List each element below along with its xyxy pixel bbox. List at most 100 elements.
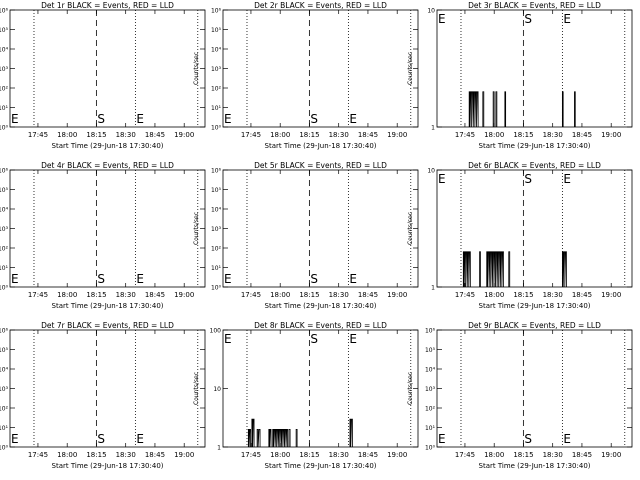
- y-tick-label: 10⁰: [0, 125, 9, 132]
- x-tick-label: 18:45: [572, 131, 592, 139]
- event-spike: [272, 428, 288, 448]
- x-tick-label: 18:45: [358, 131, 378, 139]
- x-axis-label: Start Time (29-Jun-18 17:30:40): [265, 462, 377, 470]
- event-spike: [247, 428, 251, 448]
- x-tick-label: 17:45: [241, 451, 261, 459]
- panel-title: Det 7r BLACK = Events, RED = LLD: [41, 321, 174, 330]
- event-spike: [462, 251, 471, 288]
- x-tick-label: 19:00: [174, 451, 194, 459]
- x-tick-label: 18:15: [513, 451, 533, 459]
- x-axis-label: Start Time (29-Jun-18 17:30:40): [479, 462, 591, 470]
- x-tick-label: 19:00: [601, 291, 621, 299]
- plot-frame: [9, 9, 206, 128]
- plot-frame: [436, 9, 633, 128]
- event-spike: [268, 428, 272, 448]
- y-tick-label: 10⁶: [0, 168, 9, 175]
- interval-marker-e: E: [11, 112, 19, 126]
- y-tick-label: 10⁰: [0, 445, 9, 452]
- detector-panel-3: Det 3r BLACK = Events, RED = LLD Counts/s…: [407, 1, 633, 150]
- interval-marker-e: E: [224, 272, 232, 286]
- interval-marker-e: E: [563, 432, 571, 446]
- x-axis-label: Start Time (29-Jun-18 17:30:40): [52, 302, 164, 310]
- plot-frame: [9, 329, 206, 448]
- panel-title: Det 2r BLACK = Events, RED = LLD: [254, 1, 387, 10]
- y-tick-label: 10⁵: [211, 187, 222, 194]
- y-tick-label: 10¹: [211, 105, 222, 112]
- x-tick-label: 18:15: [299, 291, 319, 299]
- y-tick-label: 100: [210, 328, 222, 335]
- x-tick-label: 18:15: [513, 131, 533, 139]
- x-axis-label: Start Time (29-Jun-18 17:30:40): [479, 302, 591, 310]
- x-tick-label: 18:00: [270, 291, 290, 299]
- x-tick-label: 18:30: [116, 131, 136, 139]
- x-tick-label: 18:00: [57, 131, 77, 139]
- x-axis-label: Start Time (29-Jun-18 17:30:40): [479, 142, 591, 150]
- y-tick-label: 10⁵: [211, 27, 222, 34]
- interval-marker-s: S: [310, 112, 318, 126]
- y-tick-label: 10²: [0, 86, 9, 93]
- x-tick-label: 18:30: [329, 291, 349, 299]
- x-tick-label: 18:45: [572, 291, 592, 299]
- y-tick-label: 10⁴: [211, 47, 222, 54]
- interval-marker-e: E: [11, 272, 19, 286]
- y-tick-label: 10⁶: [425, 328, 436, 335]
- y-tick-label: 10⁴: [0, 207, 9, 214]
- x-tick-label: 18:15: [299, 131, 319, 139]
- x-axis-label: Start Time (29-Jun-18 17:30:40): [265, 302, 377, 310]
- panel-title: Det 6r BLACK = Events, RED = LLD: [468, 161, 601, 170]
- x-tick-label: 17:45: [455, 451, 475, 459]
- y-tick-label: 10⁶: [211, 8, 222, 15]
- interval-marker-s: S: [310, 272, 318, 286]
- y-tick-label: 10¹: [0, 265, 9, 272]
- x-tick-label: 18:30: [116, 291, 136, 299]
- event-spike: [495, 91, 498, 127]
- x-tick-label: 18:15: [86, 131, 106, 139]
- interval-marker-s: S: [97, 272, 105, 286]
- y-tick-label: 10³: [425, 386, 436, 393]
- y-tick-label: 10²: [0, 246, 9, 253]
- interval-marker-e: E: [224, 332, 232, 346]
- x-tick-label: 18:30: [543, 291, 563, 299]
- panel-title: Det 4r BLACK = Events, RED = LLD: [41, 161, 174, 170]
- plot-frame: [222, 169, 419, 288]
- interval-marker-s: S: [524, 172, 532, 186]
- event-spike: [288, 428, 291, 447]
- plot-frame: [436, 169, 633, 288]
- x-tick-label: 18:00: [57, 451, 77, 459]
- detector-panel-8: Det 8r BLACK = Events, RED = LLD Counts/s…: [193, 321, 419, 470]
- y-axis-label: Counts/sec: [407, 372, 414, 405]
- x-tick-label: 17:45: [455, 131, 475, 139]
- x-tick-label: 18:45: [572, 451, 592, 459]
- event-spike: [561, 91, 564, 127]
- event-spike: [479, 251, 481, 287]
- panel-title: Det 5r BLACK = Events, RED = LLD: [254, 161, 387, 170]
- y-tick-label: 10⁰: [211, 285, 222, 292]
- event-spike: [561, 251, 567, 288]
- event-spike: [468, 91, 479, 128]
- x-tick-label: 19:00: [174, 291, 194, 299]
- x-tick-label: 18:00: [270, 131, 290, 139]
- interval-marker-e: E: [438, 172, 446, 186]
- interval-marker-e: E: [438, 432, 446, 446]
- y-tick-label: 1: [217, 445, 221, 452]
- detector-panel-1: Det 1r BLACK = Events, RED = LLD Counts/s…: [0, 1, 206, 150]
- y-tick-label: 10³: [0, 66, 9, 73]
- y-tick-label: 10³: [0, 226, 9, 233]
- y-tick-label: 10⁰: [0, 285, 9, 292]
- interval-marker-s: S: [310, 332, 318, 346]
- y-tick-label: 10¹: [425, 425, 436, 432]
- event-spike: [251, 418, 255, 448]
- x-tick-label: 17:45: [28, 131, 48, 139]
- x-tick-label: 18:00: [484, 451, 504, 459]
- detector-panel-6: Det 6r BLACK = Events, RED = LLD Counts/s…: [407, 161, 633, 310]
- interval-marker-e: E: [349, 332, 357, 346]
- interval-marker-e: E: [224, 112, 232, 126]
- x-tick-label: 18:30: [116, 451, 136, 459]
- plot-frame: [436, 329, 633, 448]
- interval-marker-e: E: [11, 432, 19, 446]
- y-tick-label: 10⁵: [0, 347, 9, 354]
- y-tick-label: 10⁴: [0, 367, 9, 374]
- y-tick-label: 10⁶: [0, 8, 9, 15]
- event-spike: [482, 91, 485, 127]
